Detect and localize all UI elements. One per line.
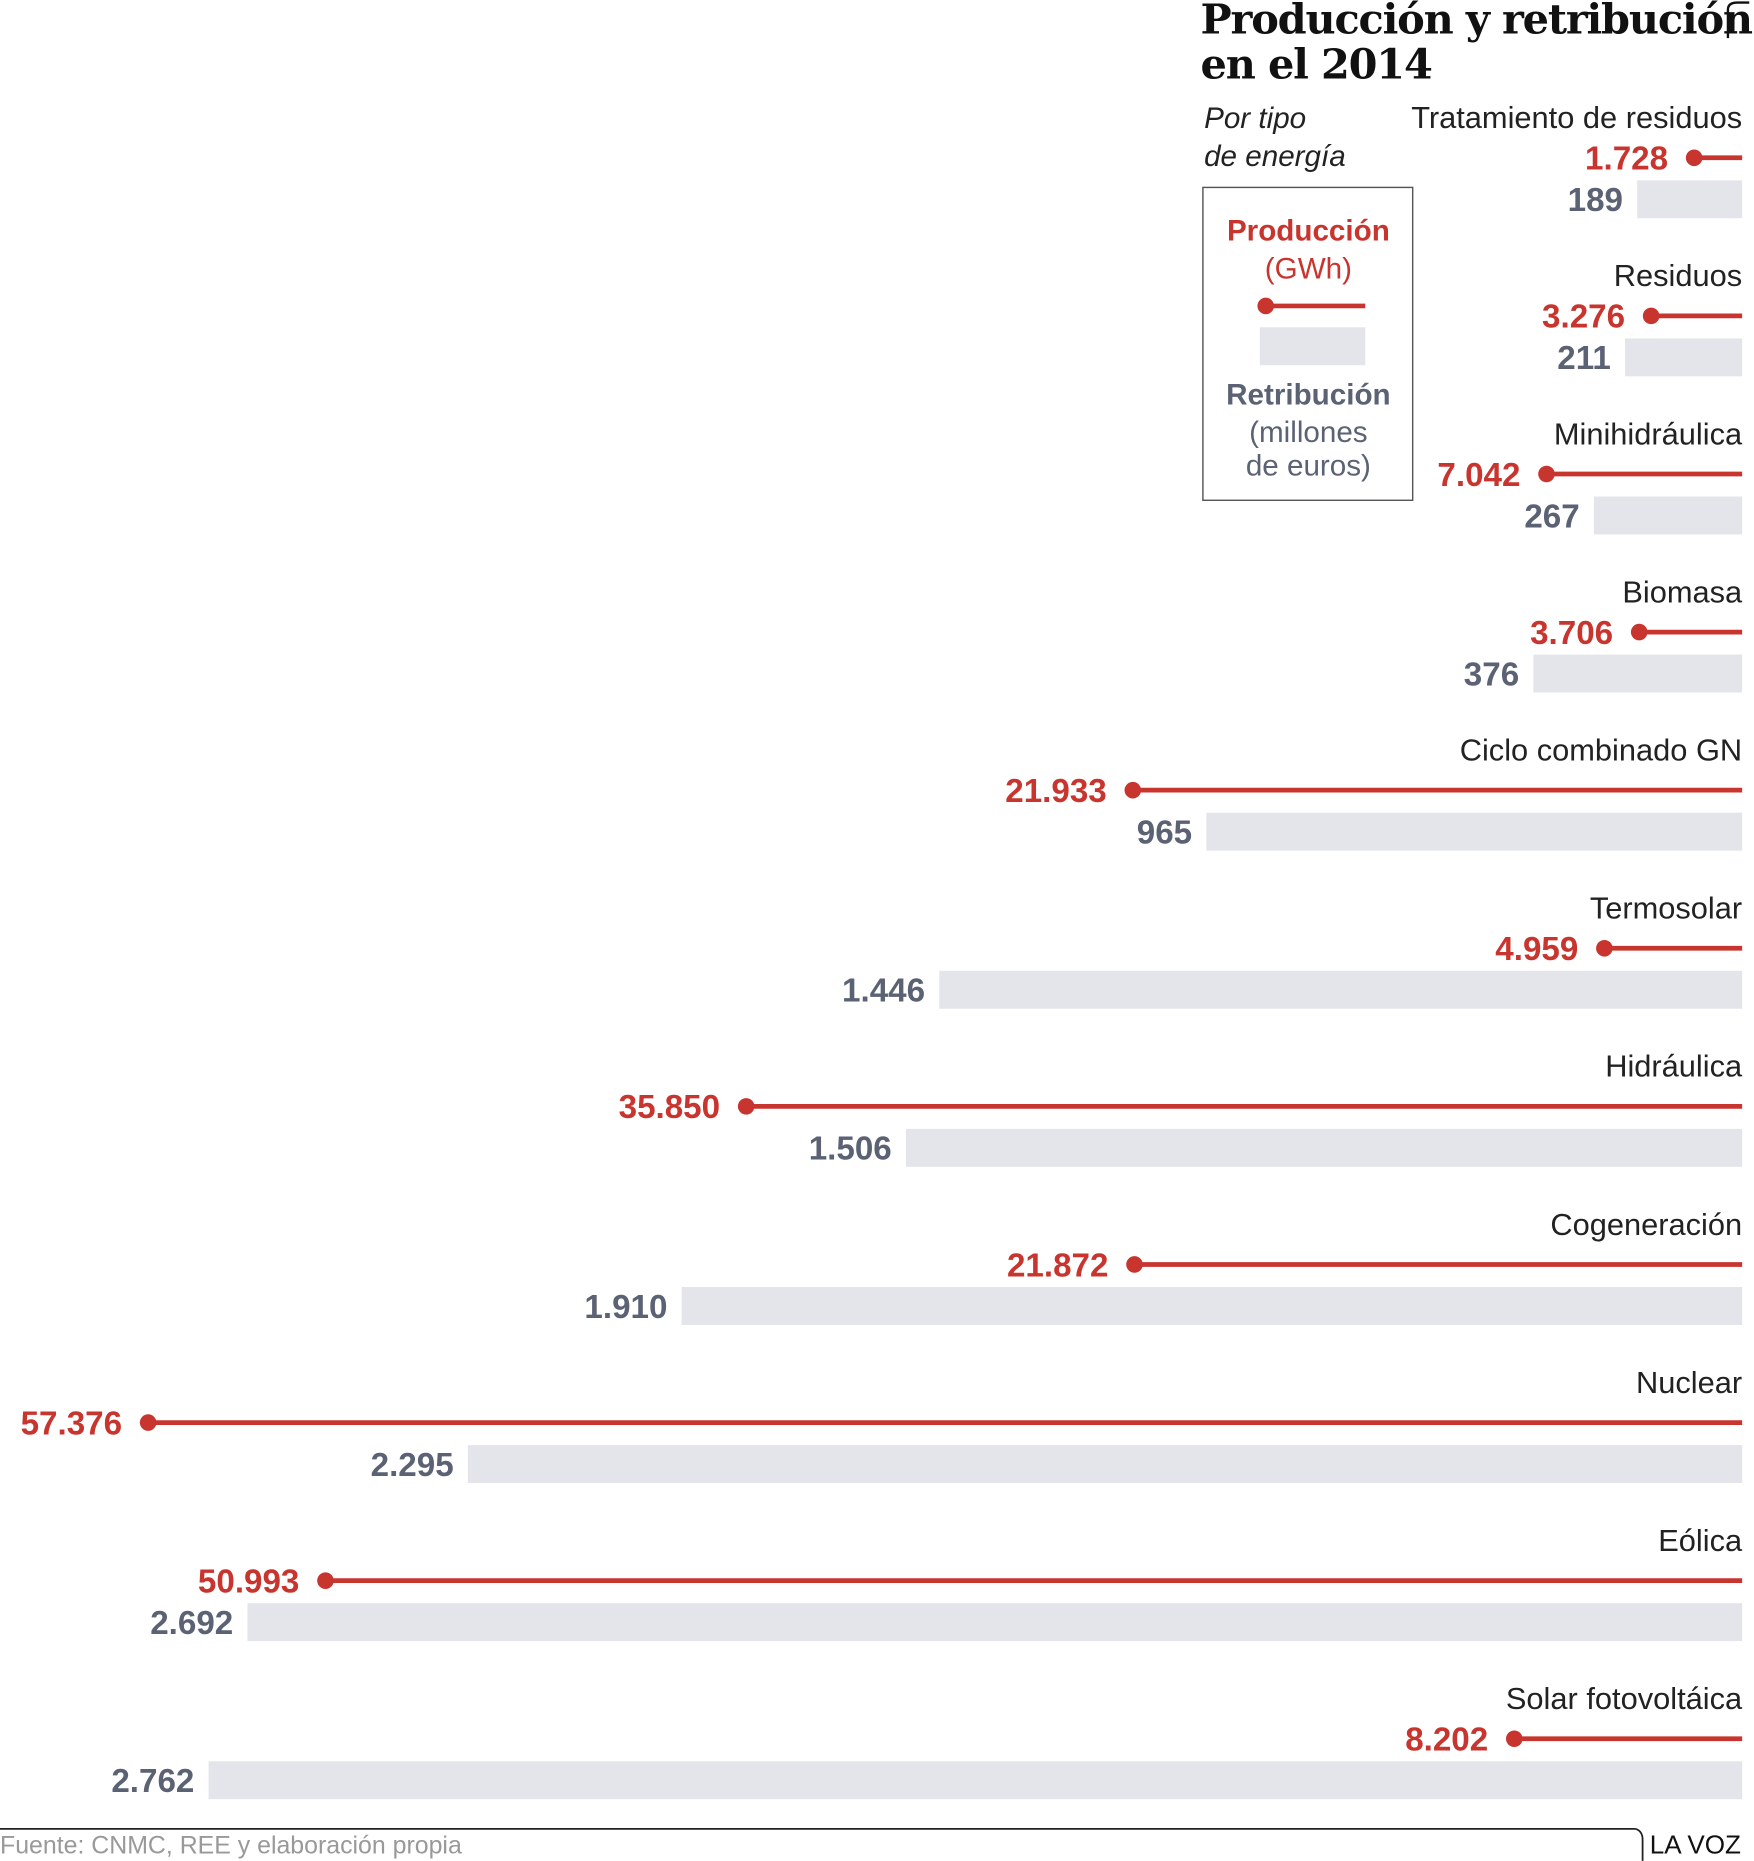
retribution-label: 267	[1524, 498, 1579, 535]
production-dot	[1124, 781, 1142, 799]
category-label: Eólica	[1658, 1523, 1743, 1558]
retribution-bar	[1624, 338, 1743, 377]
retribution-bar	[1593, 496, 1743, 535]
retribution-label: 1.910	[584, 1289, 667, 1326]
retribution-label: 1.446	[842, 973, 925, 1010]
production-label: 50.993	[198, 1564, 299, 1601]
retribution-bar	[905, 1128, 1743, 1167]
corner	[1726, 1, 1750, 39]
production-label: 57.376	[21, 1405, 122, 1442]
production-label: 21.872	[1007, 1247, 1108, 1284]
production-dot	[1505, 1730, 1523, 1748]
category-label: Residuos	[1614, 258, 1742, 293]
retribution-bar	[1637, 180, 1743, 219]
retribution-label: 1.506	[809, 1131, 892, 1168]
retribution-bar	[1533, 654, 1743, 693]
retribution-bar	[939, 970, 1743, 1009]
production-dot	[737, 1098, 755, 1115]
retribution-label: 965	[1137, 815, 1192, 852]
retribution-label: 211	[1557, 340, 1611, 377]
production-dot	[1126, 1256, 1143, 1273]
legend-entry: Retribución	[1226, 378, 1391, 411]
production-dot	[1596, 939, 1613, 957]
legend-unit: de euros)	[1246, 449, 1371, 482]
source: Fuente: CNMC, REE y elaboración propia	[0, 1832, 462, 1860]
production-dot	[317, 1572, 334, 1589]
production-label: 7.042	[1437, 457, 1520, 494]
production-label: 3.706	[1530, 615, 1613, 652]
legend-box	[1202, 186, 1414, 502]
production-label: 4.959	[1495, 931, 1578, 968]
production-label: 3.276	[1542, 299, 1625, 336]
retribution-bar	[1206, 812, 1743, 851]
category-label: Termosolar	[1590, 891, 1742, 926]
retribution-label: 189	[1568, 182, 1623, 219]
retribution-label: 2.762	[111, 1763, 194, 1800]
subtitle: Por tipo	[1204, 102, 1306, 135]
category-label: Hidráulica	[1605, 1049, 1743, 1084]
legend-unit: (GWh)	[1265, 253, 1352, 286]
production-label: 35.850	[619, 1089, 720, 1126]
production-dot	[1642, 307, 1660, 325]
category-label: Cogeneración	[1550, 1207, 1742, 1242]
category-label: Minihidráulica	[1554, 416, 1743, 451]
production-label: 8.202	[1405, 1722, 1488, 1759]
category-label: Tratamiento de residuos	[1411, 100, 1742, 135]
category-label: Nuclear	[1636, 1365, 1742, 1400]
retribution-bar	[681, 1286, 1743, 1325]
retribution-label: 376	[1464, 656, 1519, 693]
retribution-bar	[208, 1761, 1743, 1800]
production-label: 1.728	[1585, 141, 1668, 178]
production-dot	[1630, 623, 1648, 641]
legend-entry: Producción	[1227, 215, 1390, 248]
production-label: 21.933	[1005, 773, 1106, 810]
retribution-label: 2.692	[150, 1605, 233, 1642]
legend-dot	[1257, 297, 1275, 315]
title-line: en el 2014	[1201, 39, 1432, 88]
production-dot	[1685, 149, 1703, 167]
retribution-bar	[467, 1445, 1743, 1484]
subtitle: de energía	[1204, 140, 1346, 173]
legend-unit: (millones	[1249, 416, 1367, 449]
brand: LA VOZ	[1650, 1830, 1741, 1860]
retribution-bar	[247, 1603, 1743, 1642]
production-dot	[1538, 465, 1555, 483]
category-label: Ciclo combinado GN	[1460, 733, 1742, 768]
title-line: Producción y retribución	[1201, 0, 1753, 43]
category-label: Biomasa	[1622, 574, 1743, 609]
production-dot	[139, 1414, 157, 1431]
retribution-label: 2.295	[371, 1447, 454, 1484]
footer-corner	[1635, 1827, 1644, 1861]
legend-bar	[1259, 327, 1366, 366]
category-label: Solar fotovoltáica	[1506, 1681, 1743, 1716]
